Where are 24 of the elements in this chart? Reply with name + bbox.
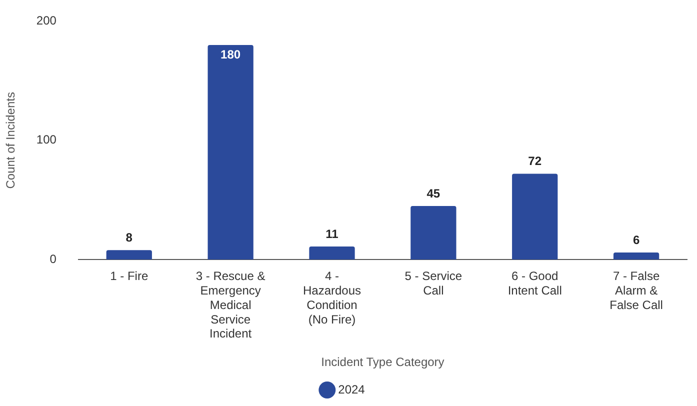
y-tick-label: 200: [36, 14, 57, 28]
x-tick-label: 6 - Good Intent Call: [508, 269, 562, 298]
data-label: 180: [220, 47, 241, 62]
data-label: 45: [426, 186, 440, 200]
x-tick-label: 7 - False Alarm & False Call: [610, 269, 663, 312]
y-tick-label: 0: [50, 252, 57, 266]
y-axis-title: Count of Incidents: [4, 92, 18, 189]
y-tick-label: 100: [36, 132, 57, 147]
data-label: 6: [632, 232, 640, 247]
bar: [309, 246, 355, 260]
bar: [613, 252, 660, 260]
legend-label: 2024: [338, 382, 366, 396]
data-label: 8: [126, 230, 133, 244]
x-tick-label: 1 - Fire: [110, 269, 148, 284]
x-axis-title: Incident Type Category: [321, 355, 444, 370]
data-label: 72: [528, 154, 542, 168]
data-label: 11: [326, 226, 339, 241]
x-tick-label: 4 - Hazardous Condition (No Fire): [302, 269, 362, 326]
x-tick-label: 3 - Rescue & Emergency Medical Service Incident: [196, 269, 266, 341]
bar: [512, 174, 558, 260]
bar: [410, 206, 456, 260]
bar: [106, 250, 152, 260]
bar: [208, 45, 254, 260]
x-tick-label: 5 - Service Call: [404, 269, 462, 298]
